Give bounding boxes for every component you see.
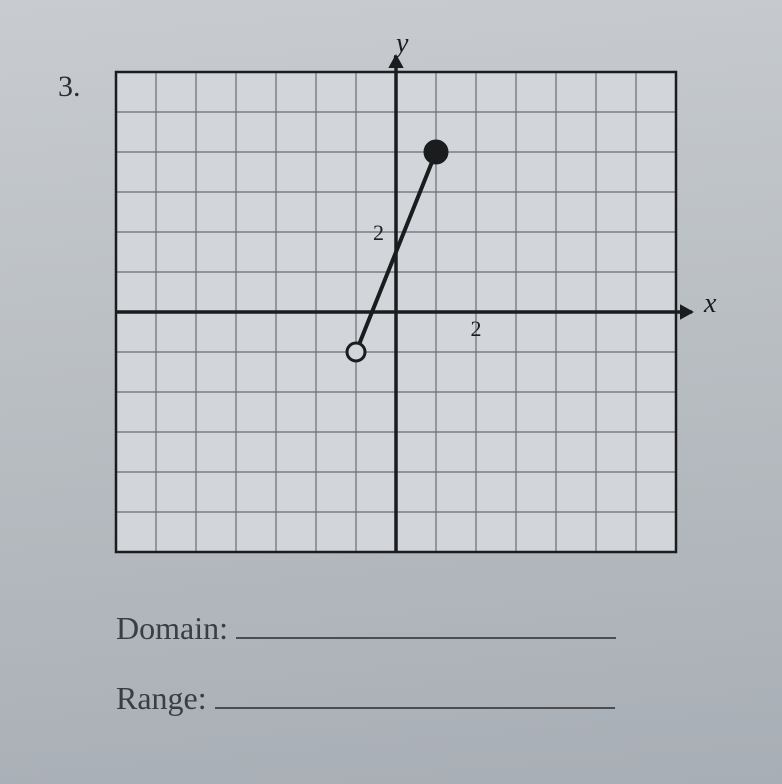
x-tick-label: 2: [471, 316, 482, 341]
x-axis-label: x: [704, 288, 716, 320]
coordinate-graph: 22: [96, 52, 696, 572]
domain-row: Domain:: [116, 610, 616, 647]
open-endpoint: [347, 343, 365, 361]
range-blank: [215, 681, 615, 709]
domain-label: Domain:: [116, 610, 228, 647]
y-tick-label: 2: [373, 220, 384, 245]
range-row: Range:: [116, 680, 615, 717]
range-label: Range:: [116, 680, 207, 717]
closed-endpoint: [425, 141, 447, 163]
problem-number: 3.: [58, 70, 81, 104]
domain-blank: [236, 611, 616, 639]
